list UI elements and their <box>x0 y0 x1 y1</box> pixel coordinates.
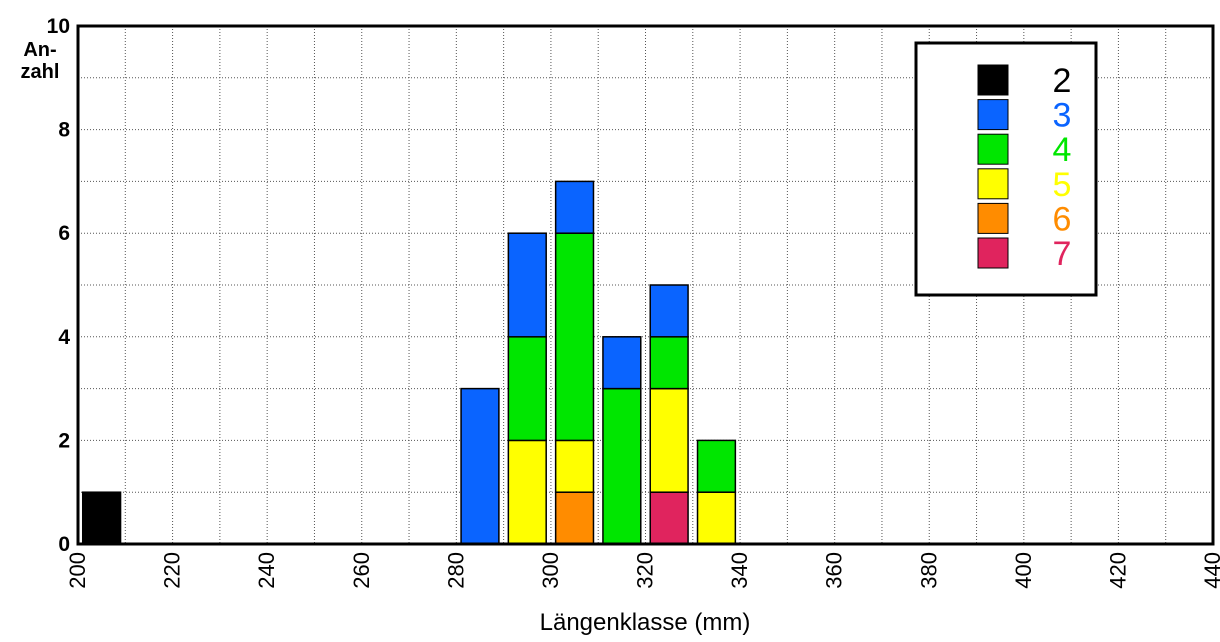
y-tick-label: 4 <box>58 326 70 349</box>
x-tick-label: 380 <box>916 552 941 589</box>
x-tick-label: 300 <box>538 552 563 589</box>
legend-label: 7 <box>1053 235 1072 273</box>
legend-swatch <box>977 99 1009 131</box>
y-tick-label: 8 <box>58 119 70 142</box>
x-tick-label: 400 <box>1011 552 1036 589</box>
bar <box>649 336 689 390</box>
x-tick-label: 340 <box>727 552 752 589</box>
x-tick-label: 260 <box>349 552 374 589</box>
bar <box>554 180 595 234</box>
bar <box>696 491 737 545</box>
y-tick-label: 10 <box>47 15 70 38</box>
bar <box>554 491 595 545</box>
x-tick-label: 320 <box>633 552 658 589</box>
legend-label: 6 <box>1053 200 1072 238</box>
x-tick-label: 420 <box>1105 552 1130 589</box>
x-axis-label: Längenklasse (mm) <box>540 609 751 636</box>
x-tick-label: 360 <box>822 552 847 589</box>
y-axis-label: An-zahl <box>21 39 60 83</box>
legend-label: 3 <box>1053 97 1072 135</box>
legend-label: 2 <box>1053 62 1072 100</box>
bar <box>649 387 689 493</box>
y-tick-label: 0 <box>58 533 70 556</box>
legend-swatch <box>977 133 1009 165</box>
legend-swatch <box>977 237 1009 269</box>
bar <box>507 232 547 338</box>
y-tick-label: 6 <box>58 222 70 245</box>
x-tick-label: 240 <box>254 552 279 589</box>
legend-swatch <box>977 202 1009 234</box>
bar <box>507 336 547 442</box>
bar <box>602 387 642 545</box>
x-tick-label: 440 <box>1200 552 1220 589</box>
legend-label: 4 <box>1053 131 1072 169</box>
bar <box>602 336 642 390</box>
legend-swatch <box>977 64 1009 96</box>
y-tick-label: 2 <box>58 429 70 452</box>
bar <box>81 491 122 545</box>
legend-label: 5 <box>1053 166 1072 204</box>
bar <box>696 439 737 493</box>
bar <box>554 232 595 442</box>
x-tick-label: 280 <box>443 552 468 589</box>
bar <box>507 439 547 545</box>
plot-frame <box>76 24 1215 546</box>
bar <box>649 284 689 338</box>
bar <box>554 439 595 493</box>
bar <box>649 491 689 545</box>
bar <box>460 387 500 545</box>
x-tick-label: 220 <box>160 552 185 589</box>
x-tick-label: 200 <box>65 552 90 589</box>
legend-swatch <box>977 168 1009 200</box>
